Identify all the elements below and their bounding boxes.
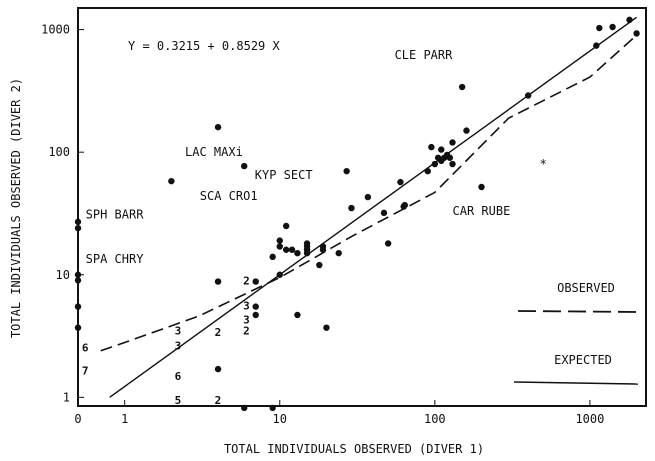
data-point [319,243,327,250]
data-point [168,177,175,185]
y-tick-label: 1 [63,390,70,404]
count-label: 6 [175,370,182,383]
legend-expected-label: EXPECTED [554,353,612,367]
species-label: SCA CRO1 [200,189,258,203]
data-point [323,324,330,331]
data-point [214,278,222,285]
species-label: LAC MAXi [185,145,243,159]
data-point [609,23,616,31]
count-label: 3 [175,339,182,352]
data-point [431,160,439,168]
data-point [596,24,603,32]
data-point [288,246,296,253]
species-label: CAR RUBE [453,204,511,218]
data-point [276,271,283,278]
y-axis-label: TOTAL INDIVIDUALS OBSERVED (DIVER 2) [9,78,23,338]
legend: OBSERVED EXPECTED [513,281,641,385]
data-point [478,183,485,191]
count-label: 2 [243,274,250,287]
series-line-expected [109,16,638,398]
data-point [401,201,408,209]
x-tick-label: 100 [424,412,446,426]
data-point [252,278,259,285]
data-point [524,92,532,99]
data-point [276,237,283,244]
data-point [424,167,431,175]
data-point [303,249,311,257]
data-point [384,240,392,247]
data-point [380,209,388,217]
data-point [593,42,600,49]
data-points [74,16,640,412]
species-label: SPA CHRY [86,252,145,266]
data-point [397,178,404,186]
species-label: SPH BARR [86,208,145,222]
data-point [633,30,640,37]
data-point [438,146,445,153]
count-label: 6 [82,342,89,355]
y-tick-label: 100 [48,145,70,159]
data-point [214,123,222,131]
data-point [276,243,283,250]
data-point [463,127,470,134]
data-point [282,222,290,230]
data-point [335,249,342,257]
y-tick-label: 1000 [41,23,70,37]
species-label: CLE PARR [395,48,454,62]
count-label: 7 [82,365,89,378]
legend-expected-swatch [513,381,639,385]
data-point [214,365,222,373]
data-point [282,246,290,253]
data-point [269,253,276,261]
data-point [364,193,372,201]
fit-lines [100,16,638,398]
data-point [449,139,456,146]
count-label: 2 [215,326,222,339]
data-point [458,83,466,91]
count-label: 3 [175,325,182,338]
y-tick-label: 10 [56,268,70,282]
data-point [252,311,259,319]
count-label: 3 [243,300,250,313]
x-tick-label: 10 [273,412,287,426]
data-point [241,162,248,170]
equation-label: Y = 0.3215 + 0.8529 X [128,39,280,53]
legend-observed-label: OBSERVED [557,281,615,295]
count-label: 5 [175,394,182,407]
data-point [428,143,435,151]
count-label: 2 [215,394,222,407]
count-label: 2 [243,325,250,338]
x-tick-label: 1000 [575,412,604,426]
data-point [316,261,323,269]
data-point [626,16,633,24]
legend-observed-swatch [517,310,641,313]
data-point [294,249,301,257]
x-axis-label: TOTAL INDIVIDUALS OBSERVED (DIVER 1) [224,442,484,456]
count-label: 3 [243,314,250,327]
series-line-observed [100,34,638,352]
asterisk-mark: * [540,157,547,171]
data-point [343,167,350,175]
data-point [449,160,456,168]
data-point [252,303,259,310]
data-point [303,240,311,247]
data-point [294,311,301,319]
species-label: KYP SECT [255,168,313,182]
data-point [348,204,355,212]
plot-frame [77,7,647,407]
x-tick-label: 1 [121,412,128,426]
x-tick-label: 0 [74,412,81,426]
data-point [446,154,454,161]
